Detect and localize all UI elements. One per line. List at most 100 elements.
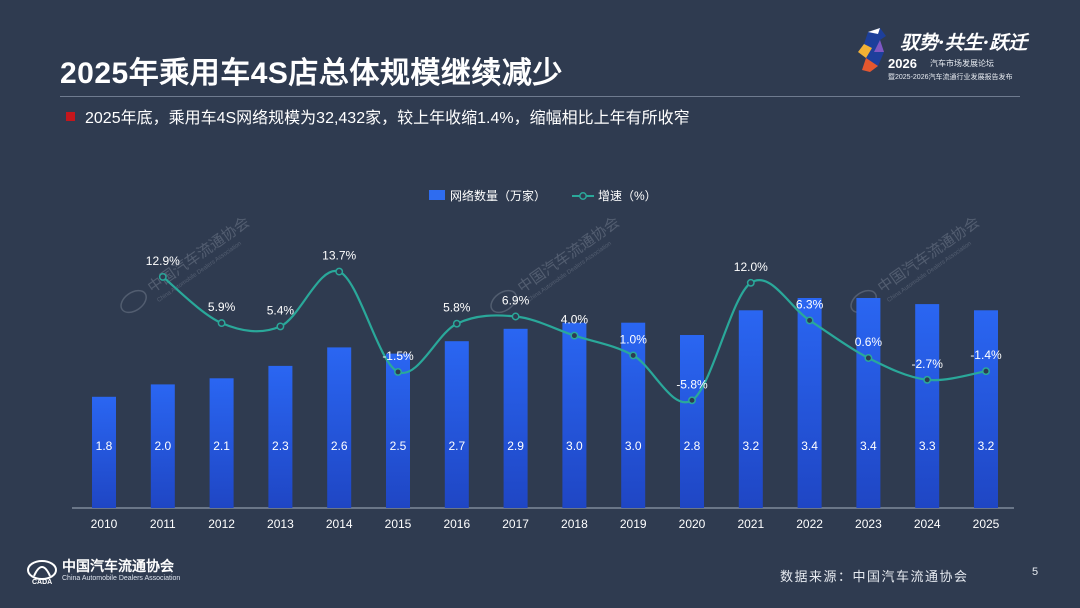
bar-label-2023: 3.4 — [860, 439, 877, 453]
growth-label-2016: 5.8% — [443, 301, 471, 315]
x-tick-2025: 2025 — [973, 517, 1000, 531]
x-tick-2014: 2014 — [326, 517, 353, 531]
page-number: 5 — [1032, 566, 1039, 578]
growth-label-2012: 5.9% — [208, 300, 236, 314]
cada-logo-icon: CADA — [27, 560, 57, 586]
svg-text:CADA: CADA — [32, 579, 52, 586]
logo-forum: 汽车市场发展论坛 — [930, 59, 994, 68]
growth-label-2020: -5.8% — [676, 377, 708, 391]
growth-point-2025 — [982, 367, 990, 376]
growth-label-2013: 5.4% — [267, 303, 295, 317]
bar-2010 — [92, 396, 116, 508]
points-layer — [158, 267, 990, 405]
bar-label-2014: 2.6 — [331, 439, 348, 453]
bar-2020 — [680, 335, 704, 508]
bar-2024 — [915, 304, 940, 508]
bar-2017 — [503, 328, 528, 508]
growth-label-2023: 0.6% — [855, 335, 883, 349]
growth-label-2017: 6.9% — [502, 294, 530, 308]
bar-label-2013: 2.3 — [272, 439, 289, 453]
bar-2016 — [444, 341, 469, 508]
x-tick-2023: 2023 — [855, 517, 882, 531]
page-title: 2025年乘用车4S店总体规模继续减少 — [60, 57, 563, 90]
growth-point-2024 — [923, 375, 932, 384]
bar-2025 — [974, 310, 998, 508]
watermark-logo-icon — [490, 289, 517, 314]
growth-point-2017 — [511, 312, 520, 321]
bar-2023 — [856, 298, 881, 508]
footer-logo: CADA 中国汽车流通协会 China Automobile Dealers A… — [26, 554, 216, 588]
legend-bar-label: 网络数量（万家） — [450, 188, 546, 203]
bar-2014 — [327, 347, 352, 508]
legend-bar-swatch — [429, 190, 445, 200]
bar-label-2020: 2.8 — [684, 439, 701, 453]
horse-logo-icon — [858, 28, 886, 72]
growth-label-2025: -1.4% — [970, 348, 1002, 362]
growth-point-2012 — [217, 319, 226, 328]
bar-2018 — [562, 322, 587, 508]
x-tick-2011: 2011 — [150, 517, 176, 531]
growth-point-2019 — [629, 351, 638, 360]
data-source: 数据来源：中国汽车流通协会 — [780, 570, 969, 585]
watermark-cn: 中国汽车流通协会 — [515, 214, 623, 297]
growth-point-2018 — [570, 331, 579, 340]
growth-point-2015 — [394, 367, 402, 376]
bar-2021 — [738, 310, 763, 508]
growth-label-2019: 1.0% — [620, 332, 648, 346]
legend: 网络数量（万家） 增速（%） — [429, 188, 657, 203]
growth-label-2022: 6.3% — [796, 297, 824, 311]
growth-point-2022 — [805, 316, 814, 325]
bar-2022 — [797, 298, 822, 508]
x-tick-labels: 2010 2011 2012 2013 2014 2015 2016 2017 2018 2019… — [91, 517, 1000, 531]
growth-point-2014 — [335, 267, 344, 276]
watermark-logo-icon — [120, 289, 147, 314]
footer-org-en: China Automobile Dealers Association — [62, 575, 181, 582]
footer-org-cn: 中国汽车流通协会 — [62, 558, 174, 574]
bars-layer — [92, 298, 998, 508]
bar-label-2015: 2.5 — [390, 439, 407, 453]
bar-label-2024: 3.3 — [919, 439, 936, 453]
logo-release: 暨2025-2026汽车流通行业发展报告发布 — [888, 74, 1013, 81]
bar-2011 — [150, 384, 175, 508]
bar-label-2012: 2.1 — [213, 439, 230, 453]
growth-label-2024: -2.7% — [912, 357, 944, 371]
growth-point-2021 — [746, 278, 755, 287]
bar-2015 — [386, 353, 410, 508]
bar-label-2025: 3.2 — [978, 439, 995, 453]
bar-label-2010: 1.8 — [96, 439, 113, 453]
x-tick-2013: 2013 — [267, 517, 294, 531]
bar-label-2022: 3.4 — [801, 439, 818, 453]
growth-point-2013 — [276, 322, 285, 331]
bar-label-2016: 2.7 — [448, 439, 465, 453]
subtitle: 2025年底，乘用车4S网络规模为32,432家，较上年收缩1.4%，缩幅相比上… — [66, 104, 690, 128]
growth-point-2023 — [864, 354, 873, 362]
bar-label-2011: 2.0 — [154, 439, 171, 453]
x-tick-2015: 2015 — [385, 517, 412, 531]
title-bar: 2025年乘用车4S店总体规模继续减少 — [60, 48, 563, 90]
legend-line-label: 增速（%） — [598, 189, 657, 203]
x-tick-2021: 2021 — [737, 517, 764, 531]
event-logo: 驭势·共生·跃迁 2026 汽车市场发展论坛 暨2025-2026汽车流通行业发… — [840, 22, 1050, 84]
x-tick-2022: 2022 — [796, 517, 823, 531]
bar-label-2017: 2.9 — [507, 439, 524, 453]
labels-layer: 1.8 2.0 12.9% 2.1 5.9% 2.3 5.4% 2.6 13.7% 2.5 -1.5… — [96, 249, 1002, 453]
growth-label-2021: 12.0% — [734, 260, 768, 274]
bar-2013 — [268, 365, 293, 508]
growth-label-2014: 13.7% — [322, 249, 356, 263]
watermark-cn: 中国汽车流通协会 — [875, 214, 983, 297]
x-tick-2018: 2018 — [561, 517, 588, 531]
x-tick-2020: 2020 — [679, 517, 706, 531]
x-tick-2012: 2012 — [208, 517, 235, 531]
growth-label-2015: -1.5% — [382, 349, 414, 363]
bar-label-2021: 3.2 — [742, 439, 759, 453]
bar-label-2018: 3.0 — [566, 439, 583, 453]
x-tick-2017: 2017 — [502, 517, 529, 531]
x-tick-2024: 2024 — [914, 517, 941, 531]
legend-line-marker — [579, 192, 587, 200]
title-divider — [60, 96, 1020, 97]
bar-label-2019: 3.0 — [625, 439, 642, 453]
x-tick-2019: 2019 — [620, 517, 647, 531]
x-tick-2016: 2016 — [443, 517, 470, 531]
